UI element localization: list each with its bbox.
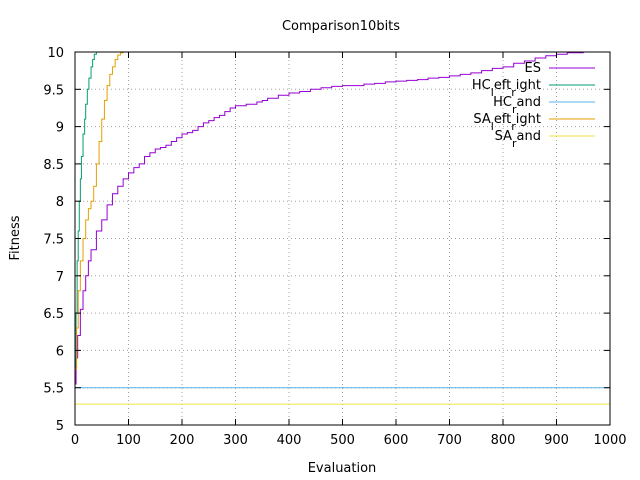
series-line-sa-left-right [75, 52, 124, 370]
y-tick-label: 9 [56, 121, 64, 136]
y-tick-label: 6 [56, 344, 64, 359]
x-tick-label: 100 [116, 433, 141, 448]
legend-label: ES [525, 61, 541, 76]
y-axis-title: Fitness [8, 215, 23, 260]
x-tick-label: 300 [223, 433, 248, 448]
y-tick-label: 8.5 [43, 158, 64, 173]
x-tick-label: 700 [437, 433, 462, 448]
x-tick-label: 800 [491, 433, 516, 448]
y-tick-label: 7.5 [43, 233, 64, 248]
x-tick-label: 400 [277, 433, 302, 448]
x-tick-label: 0 [71, 433, 79, 448]
y-tick-label: 10 [47, 46, 64, 61]
y-tick-label: 5 [56, 419, 64, 434]
y-tick-label: 7 [56, 270, 64, 285]
series-line-es [75, 52, 584, 385]
y-tick-label: 9.5 [43, 83, 64, 98]
chart-title: Comparison10bits [282, 19, 400, 34]
x-tick-label: 200 [170, 433, 195, 448]
x-tick-label: 600 [384, 433, 409, 448]
y-tick-label: 6.5 [43, 307, 64, 322]
y-axis-ticks: 5 5.5 6 6.5 7 7.5 8 8.5 9 9.5 10 [43, 46, 610, 434]
x-tick-label: 1000 [593, 433, 626, 448]
x-tick-label: 500 [330, 433, 355, 448]
x-axis-ticks: 0 100 200 300 400 500 600 700 800 900 1000 [71, 52, 627, 448]
x-tick-label: 900 [544, 433, 569, 448]
y-tick-label: 8 [56, 195, 64, 210]
series-line-hc-left-right [75, 52, 97, 366]
y-tick-label: 5.5 [43, 382, 64, 397]
series-layer [75, 52, 610, 405]
x-axis-title: Evaluation [308, 461, 377, 476]
